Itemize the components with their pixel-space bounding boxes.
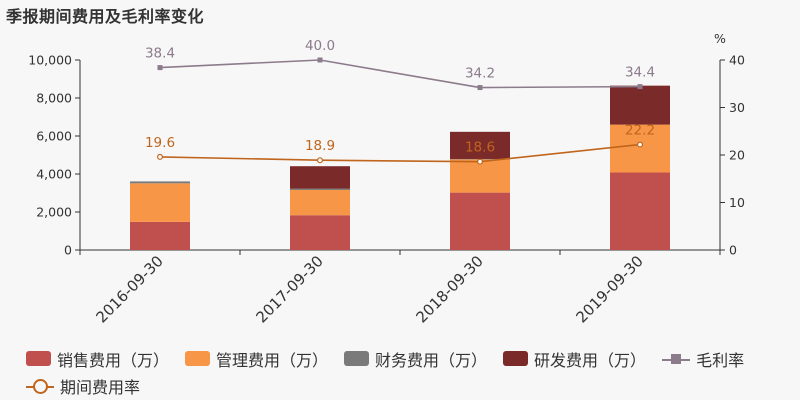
legend-row: 销售费用（万） 管理费用（万） 财务费用（万） 研发费用（万） 毛利率	[26, 345, 796, 372]
line-point	[636, 141, 643, 148]
y-right-tick-label: 0	[729, 243, 737, 258]
line-point	[477, 85, 483, 91]
legend-item[interactable]: 期间费用率	[26, 374, 140, 398]
x-tick-label: 2016-09-30	[92, 252, 166, 326]
y-left-tick-label: 4,000	[36, 167, 72, 182]
legend-swatch	[344, 351, 370, 366]
y-right-tick-label: 30	[729, 100, 745, 115]
legend-label: 财务费用（万）	[375, 350, 488, 370]
bar-segment	[610, 85, 670, 125]
bar-segment	[610, 172, 670, 250]
legend-label: 销售费用（万）	[57, 350, 170, 370]
legend-item[interactable]: 毛利率	[662, 347, 744, 371]
legend-row: 期间费用率	[26, 372, 796, 399]
legend: 销售费用（万） 管理费用（万） 财务费用（万） 研发费用（万） 毛利率 期间费用率	[26, 345, 796, 399]
line-point	[157, 65, 163, 71]
legend-label: 管理费用（万）	[216, 350, 329, 370]
x-tick-label: 2018-09-30	[412, 252, 486, 326]
data-label: 34.2	[465, 66, 495, 82]
data-label: 38.4	[145, 46, 175, 62]
chart-area: 0 2,000 4,000 6,000 8,000 10,000 0 10 20 30 40% 201…	[28, 31, 745, 326]
y-left-tick-label: 0	[64, 243, 72, 258]
line-series	[159, 143, 641, 163]
y-left-tick-label: 2,000	[36, 205, 72, 220]
legend-item[interactable]: 财务费用（万）	[344, 347, 487, 371]
bar-segment	[290, 189, 350, 216]
x-tick-label: 2017-09-30	[252, 252, 326, 326]
line-point	[157, 153, 164, 160]
y-right-tick-label: 10	[729, 195, 745, 210]
legend-label: 毛利率	[696, 350, 745, 370]
bar-segment	[290, 188, 350, 190]
line-point	[637, 84, 643, 90]
bar-segment	[290, 166, 350, 189]
bar-segment	[130, 181, 190, 184]
legend-label: 研发费用（万）	[534, 350, 647, 370]
bar-segment	[290, 215, 350, 250]
y-right-tick-label: 40	[729, 53, 745, 68]
bar-segment	[450, 192, 510, 250]
y-left-tick-label: 8,000	[36, 91, 72, 106]
line-point	[317, 157, 324, 164]
bar-segment	[130, 183, 190, 222]
y-right-unit: %	[714, 31, 726, 46]
y-left-tick-label: 10,000	[28, 53, 72, 68]
line-point	[477, 158, 484, 165]
data-label: 19.6	[145, 135, 175, 151]
legend-line-marker	[662, 352, 691, 366]
y-left-tick-label: 6,000	[36, 129, 72, 144]
bar-segment	[450, 131, 510, 159]
data-label: 18.9	[305, 138, 335, 154]
y-right-tick-label: 20	[729, 148, 745, 163]
legend-swatch	[26, 351, 51, 366]
bar-segment	[610, 124, 670, 173]
legend-line-marker	[26, 378, 54, 394]
legend-label: 期间费用率	[60, 377, 141, 397]
x-tick-label: 2019-09-30	[572, 252, 646, 326]
data-label: 34.4	[625, 65, 655, 81]
data-label: 22.2	[625, 123, 655, 139]
data-label: 18.6	[465, 140, 495, 156]
bar-segment	[130, 221, 190, 250]
legend-item[interactable]: 研发费用（万）	[503, 347, 646, 371]
square-marker-icon	[671, 353, 682, 364]
circle-marker-icon	[33, 378, 48, 394]
data-label: 40.0	[305, 38, 335, 54]
legend-swatch	[185, 351, 211, 366]
bar-segment	[450, 159, 510, 193]
legend-swatch	[503, 351, 529, 366]
line-series	[159, 59, 641, 89]
line-point	[317, 57, 323, 63]
legend-item[interactable]: 销售费用（万）	[26, 347, 169, 371]
legend-item[interactable]: 管理费用（万）	[185, 347, 328, 371]
chart-title: 季报期间费用及毛利率变化	[6, 7, 205, 26]
